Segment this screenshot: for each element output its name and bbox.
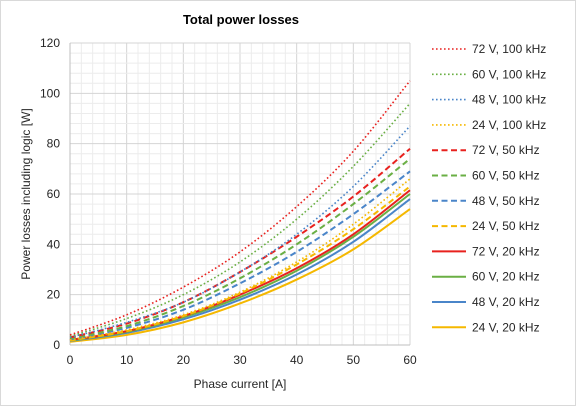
x-tick-label: 60 bbox=[403, 353, 417, 367]
x-tick-label: 10 bbox=[120, 353, 134, 367]
x-tick-label: 40 bbox=[290, 353, 304, 367]
y-tick-label: 100 bbox=[40, 86, 60, 100]
legend-entry-label: 24 V, 50 kHz bbox=[472, 219, 540, 233]
legend-entry-label: 72 V, 100 kHz bbox=[472, 42, 546, 56]
y-axis-ticks: 0 20 40 60 80 100 120 bbox=[40, 36, 60, 352]
legend-entry-label: 72 V, 20 kHz bbox=[472, 244, 540, 258]
series-line-6 bbox=[69, 170, 411, 341]
series-line-4 bbox=[69, 147, 411, 339]
y-tick-label: 20 bbox=[47, 288, 61, 302]
legend-entry-label: 60 V, 100 kHz bbox=[472, 67, 546, 81]
y-tick-label: 0 bbox=[53, 338, 60, 352]
legend-entry-label: 60 V, 50 kHz bbox=[472, 169, 540, 183]
series-line-0 bbox=[69, 80, 411, 336]
series-line-11 bbox=[69, 208, 411, 343]
y-tick-label: 60 bbox=[47, 187, 61, 201]
chart-title: Total power losses bbox=[183, 12, 299, 27]
plot-area bbox=[69, 43, 410, 346]
series-line-3 bbox=[69, 178, 411, 341]
x-axis-label: Phase current [A] bbox=[194, 377, 287, 391]
y-axis-label: Power losses including logic [W] bbox=[19, 108, 33, 279]
y-tick-label: 40 bbox=[47, 237, 61, 251]
series-lines bbox=[69, 80, 411, 343]
x-tick-label: 20 bbox=[177, 353, 191, 367]
legend-entry-label: 48 V, 50 kHz bbox=[472, 194, 540, 208]
legend: 72 V, 100 kHz 60 V, 100 kHz 48 V, 100 kHz 2… bbox=[432, 42, 546, 334]
x-tick-label: 50 bbox=[347, 353, 361, 367]
legend-entry-label: 24 V, 100 kHz bbox=[472, 118, 546, 132]
legend-entry-label: 24 V, 20 kHz bbox=[472, 320, 540, 334]
x-tick-label: 30 bbox=[233, 353, 247, 367]
series-line-5 bbox=[69, 157, 411, 340]
x-tick-label: 0 bbox=[67, 353, 74, 367]
y-tick-label: 120 bbox=[40, 36, 60, 50]
x-axis-ticks: 0 10 20 30 40 50 60 bbox=[67, 353, 417, 367]
legend-entry-label: 48 V, 100 kHz bbox=[472, 93, 546, 107]
series-line-1 bbox=[69, 102, 411, 337]
series-line-7 bbox=[69, 185, 411, 342]
y-tick-label: 80 bbox=[47, 137, 61, 151]
legend-entry-label: 48 V, 20 kHz bbox=[472, 295, 540, 309]
legend-entry-label: 60 V, 20 kHz bbox=[472, 270, 540, 284]
legend-entry-label: 72 V, 50 kHz bbox=[472, 143, 540, 157]
